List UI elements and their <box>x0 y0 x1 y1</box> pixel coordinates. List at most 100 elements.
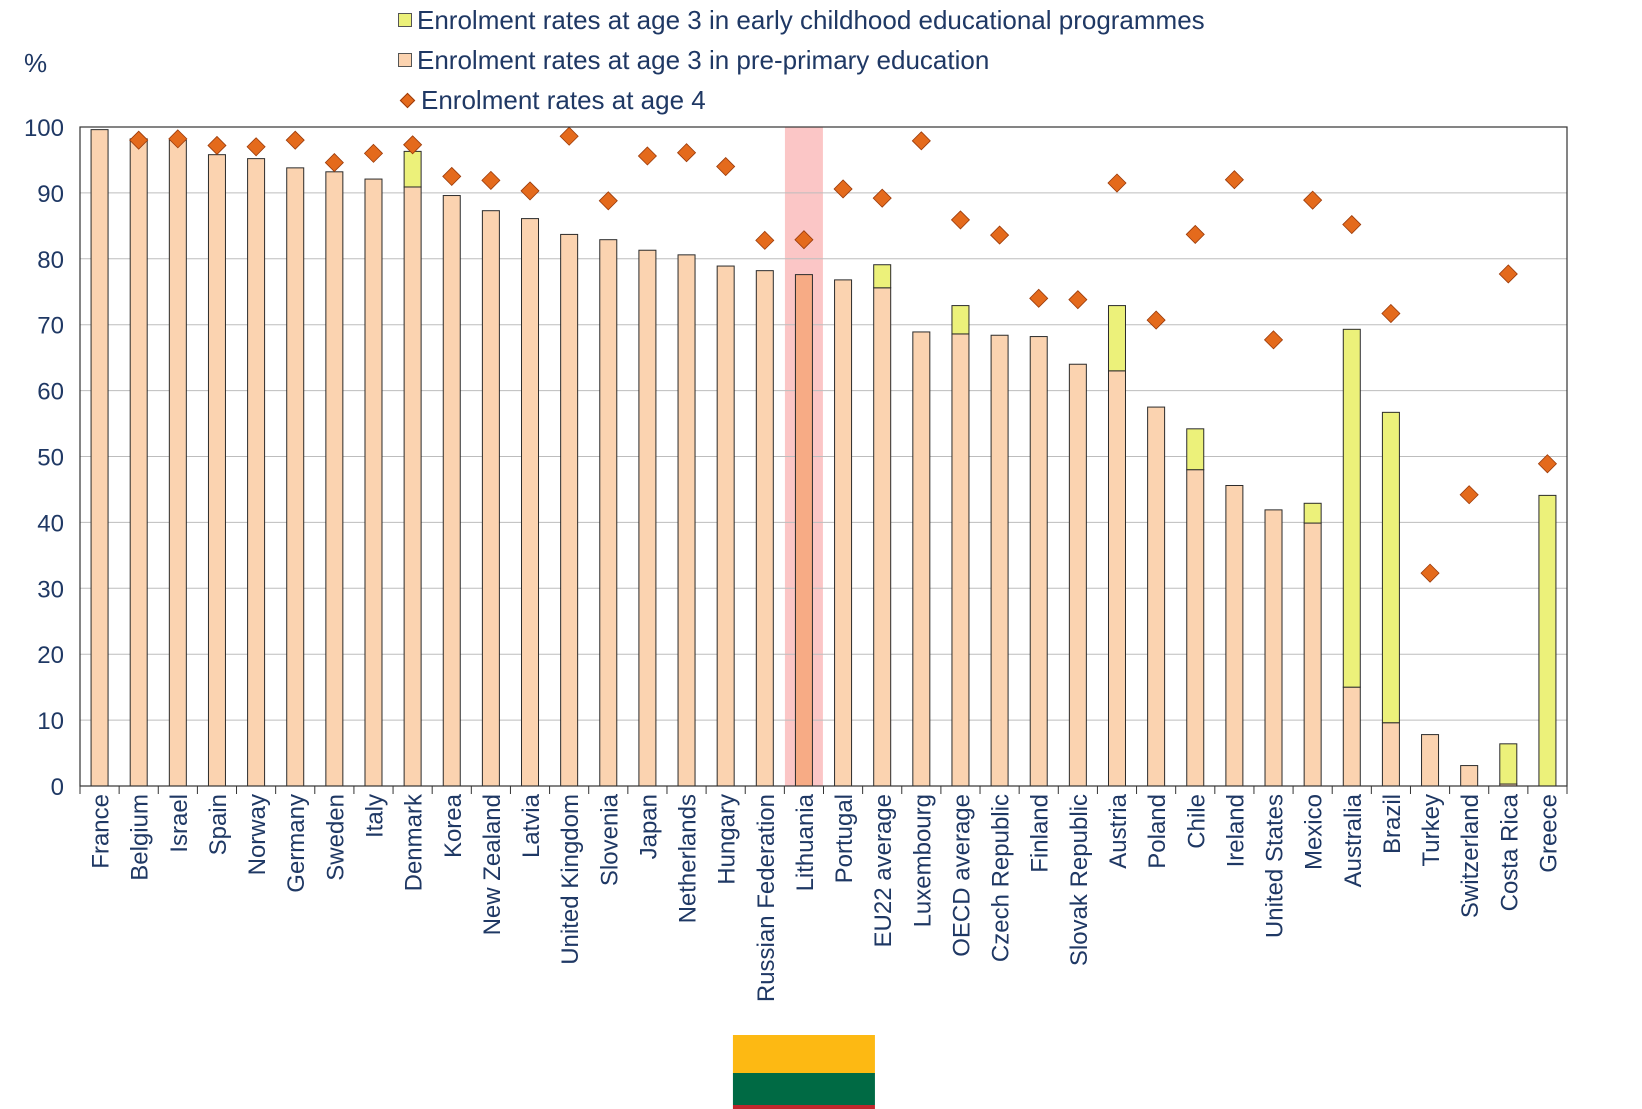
bar-programmes <box>873 264 892 289</box>
legend-label-programmes: Enrolment rates at age 3 in early childh… <box>417 5 1205 35</box>
bar-preprimary <box>1068 363 1087 787</box>
age4-marker <box>833 179 853 199</box>
y-tick-label: 40 <box>37 510 64 537</box>
x-tick-label: Finland <box>1027 794 1054 873</box>
bars <box>90 129 1557 787</box>
bar-programmes <box>1381 411 1400 724</box>
age4-marker <box>481 170 501 190</box>
age4-markers <box>129 126 1557 583</box>
bar-programmes <box>951 305 970 335</box>
age4-marker <box>755 230 775 250</box>
x-tick-label: Poland <box>1144 794 1171 869</box>
age4-marker <box>168 129 188 149</box>
y-tick-label: 50 <box>37 445 64 472</box>
bar-preprimary <box>677 254 696 787</box>
x-tick-label: Brazil <box>1379 794 1406 854</box>
bar-programmes <box>1107 305 1126 372</box>
age4-marker <box>285 130 305 150</box>
bar-preprimary <box>1225 484 1244 787</box>
bar-preprimary <box>403 186 422 787</box>
bar-preprimary <box>1029 336 1048 787</box>
bar-preprimary <box>247 158 266 787</box>
age4-marker <box>403 135 423 155</box>
y-unit-label: % <box>24 48 48 78</box>
x-tick-label: Switzerland <box>1457 794 1484 918</box>
age4-marker <box>598 191 618 211</box>
legend-diamond-icon <box>399 92 416 108</box>
age4-marker <box>1029 288 1049 308</box>
age4-marker <box>1381 303 1401 324</box>
x-tick-label: Hungary <box>714 794 741 885</box>
x-tick-label: United States <box>1262 794 1289 938</box>
x-tick-label: Netherlands <box>675 794 702 923</box>
x-tick-label: New Zealand <box>479 794 506 935</box>
bar-preprimary <box>794 274 813 787</box>
age4-marker <box>207 135 227 156</box>
bar-programmes <box>1499 743 1518 785</box>
age4-marker <box>911 131 931 151</box>
age4-marker <box>520 181 540 201</box>
bar-preprimary <box>990 334 1009 787</box>
age4-marker <box>1068 290 1088 310</box>
x-tick-label: Korea <box>440 793 467 858</box>
x-tick-label: Australia <box>1340 793 1367 887</box>
bar-preprimary <box>129 138 148 787</box>
age4-marker <box>1498 264 1518 284</box>
bar-preprimary <box>834 279 853 787</box>
age4-marker <box>246 137 266 157</box>
x-tick-label: Denmark <box>401 793 428 891</box>
bar-preprimary <box>168 139 187 787</box>
bar-preprimary <box>1107 370 1126 787</box>
age4-marker <box>1263 330 1284 350</box>
flag-stripe-red <box>732 1105 875 1109</box>
bar-preprimary <box>1186 469 1205 787</box>
bar-preprimary <box>442 195 461 787</box>
bar-preprimary <box>1381 722 1400 787</box>
bar-preprimary <box>325 171 344 787</box>
age4-marker <box>324 153 344 173</box>
x-tick-label: Luxembourg <box>909 794 936 927</box>
y-tick-label: 10 <box>37 708 64 735</box>
bar-preprimary <box>1147 406 1166 787</box>
x-tick-label: Slovak Republic <box>1066 794 1093 966</box>
x-tick-label: EU22 average <box>870 794 897 947</box>
bar-programmes <box>403 150 422 188</box>
bar-preprimary <box>873 287 892 787</box>
age4-marker <box>1185 224 1205 244</box>
y-tick-label: 0 <box>51 774 64 801</box>
x-tick-label: United Kingdom <box>557 794 584 965</box>
age4-marker <box>1224 170 1244 190</box>
age4-marker <box>990 225 1010 245</box>
bar-preprimary <box>481 210 500 787</box>
bar-preprimary <box>1460 765 1479 787</box>
age4-marker <box>1420 563 1440 583</box>
x-tick-label: Austria <box>1105 793 1132 868</box>
x-tick-label: Ireland <box>1222 794 1249 867</box>
bar-preprimary <box>1303 522 1322 787</box>
bar-preprimary <box>1421 734 1440 787</box>
x-tick-label: Norway <box>244 794 271 875</box>
age4-marker <box>1342 214 1362 235</box>
x-tick-label: Costa Rica <box>1496 793 1523 911</box>
bar-preprimary <box>638 249 657 787</box>
bar-preprimary <box>286 167 305 787</box>
bar-preprimary <box>599 239 618 787</box>
x-tick-label: Israel <box>166 794 193 853</box>
x-tick-label: Slovenia <box>596 793 623 886</box>
y-tick-label: 100 <box>24 115 64 142</box>
bar-preprimary <box>90 129 109 787</box>
legend: Enrolment rates at age 3 in early childh… <box>398 0 1205 120</box>
bar-preprimary <box>521 218 540 787</box>
x-tick-label: Belgium <box>127 794 154 881</box>
legend-item-age4: Enrolment rates at age 4 <box>398 80 1205 120</box>
flag-stripe-green <box>732 1073 875 1105</box>
bar-programmes <box>1186 428 1205 471</box>
age4-marker <box>363 143 384 163</box>
y-tick-label: 30 <box>37 576 64 603</box>
age4-marker <box>1107 173 1127 193</box>
legend-swatch-programmes <box>398 13 412 27</box>
bar-preprimary <box>207 154 226 787</box>
bar-preprimary <box>1342 686 1361 787</box>
legend-item-preprimary: Enrolment rates at age 3 in pre-primary … <box>398 40 1205 80</box>
age4-marker <box>1303 190 1323 210</box>
